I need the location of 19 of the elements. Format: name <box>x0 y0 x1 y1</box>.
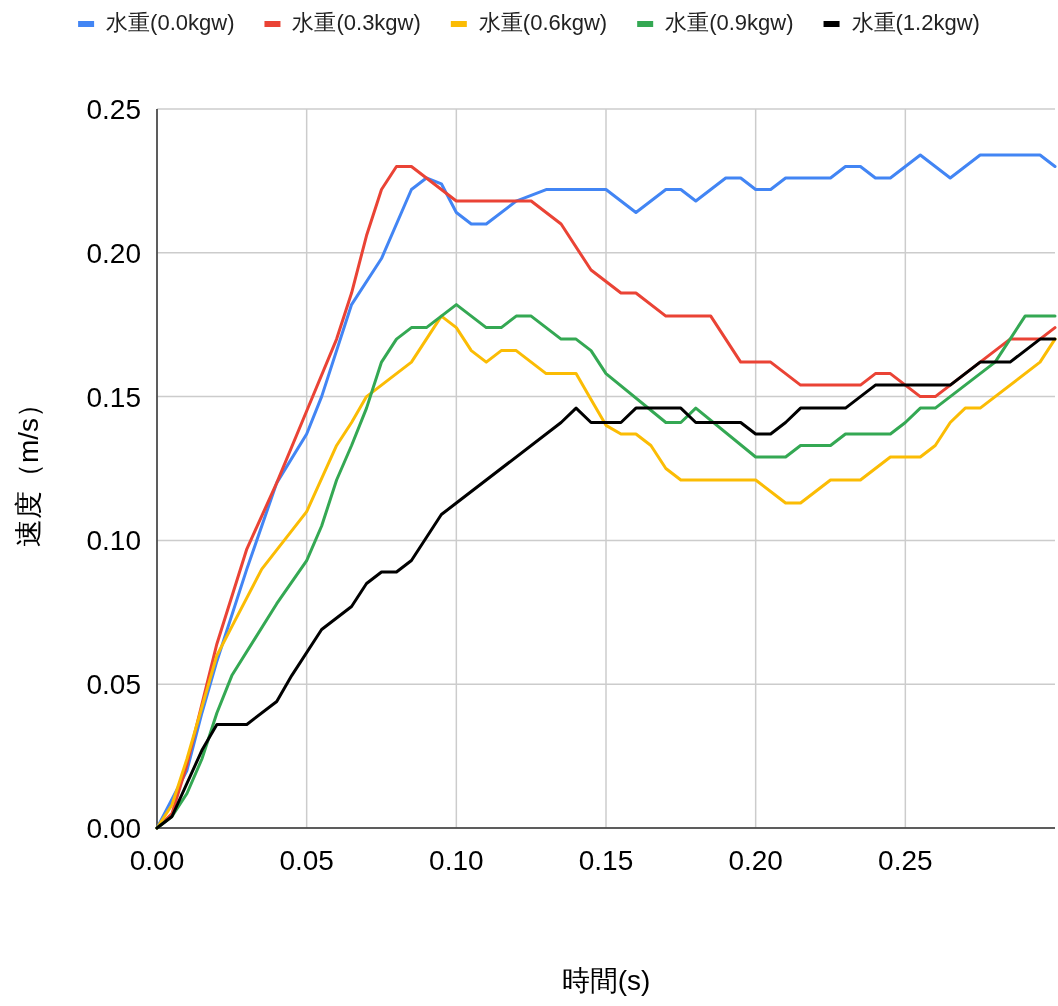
x-tick-label: 0.15 <box>578 845 634 876</box>
y-tick-label: 0.25 <box>86 94 141 125</box>
x-tick-label: 0.05 <box>279 845 334 876</box>
legend-label: 水重(0.3kgw) <box>292 10 421 35</box>
y-tick-label: 0.20 <box>86 237 141 269</box>
legend-label: 水重(0.0kgw) <box>106 10 235 35</box>
legend-label: 水重(0.6kgw) <box>478 10 608 35</box>
y-tick-label: 0.15 <box>86 381 141 413</box>
x-tick-label: 0.00 <box>129 845 185 876</box>
legend-label: 水重(1.2kgw) <box>851 10 980 35</box>
y-axis-title: 速度（m/s） <box>13 389 44 548</box>
x-tick-label: 0.25 <box>878 845 933 876</box>
y-tick-label: 0.05 <box>86 669 141 701</box>
y-tick-label: 0.10 <box>86 525 141 557</box>
y-tick-label: 0.00 <box>86 813 141 844</box>
legend-label: 水重(0.9kgw) <box>665 10 794 35</box>
x-axis-title: 時間(s) <box>561 965 651 996</box>
x-tick-label: 0.20 <box>728 845 783 876</box>
x-tick-label: 0.10 <box>429 845 484 876</box>
